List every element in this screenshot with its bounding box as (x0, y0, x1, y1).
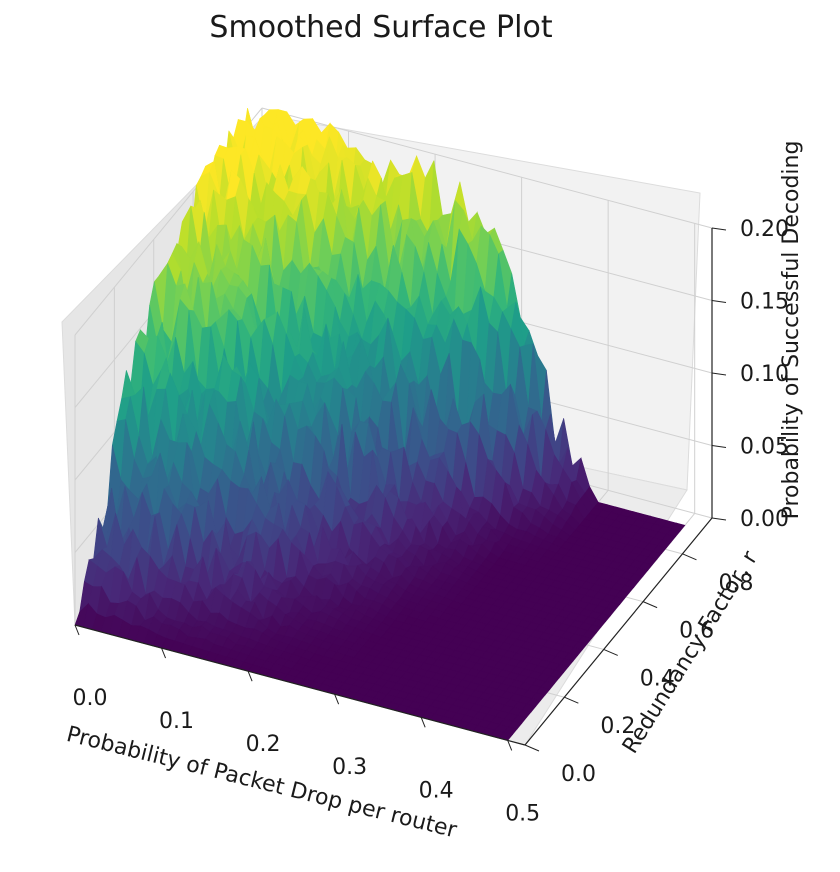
z-tick-label: 0.00 (740, 507, 789, 532)
y-tick (603, 648, 618, 656)
x-tick-label: 0.0 (73, 686, 108, 711)
z-tick-label: 0.20 (740, 217, 789, 242)
z-tick (711, 445, 727, 448)
x-tick-label: 0.2 (246, 732, 281, 757)
z-tick-label: 0.05 (740, 435, 789, 460)
z-axis-label: Probability of Successful Decoding (779, 141, 804, 520)
x-tick (74, 624, 80, 636)
y-tick-label: 0.4 (640, 666, 675, 691)
x-tick (507, 740, 513, 751)
x-tick-label: 0.5 (505, 801, 540, 826)
x-tick (334, 694, 340, 705)
z-tick-label: 0.10 (740, 362, 789, 387)
y-tick-label: 0.8 (718, 571, 753, 596)
y-tick (642, 601, 658, 609)
y-tick (524, 744, 540, 752)
x-tick (161, 647, 167, 659)
x-tick (420, 717, 426, 728)
x-tick-label: 0.4 (419, 778, 454, 803)
x-axis-line (74, 624, 526, 746)
surface (74, 108, 686, 741)
z-tick (711, 300, 727, 303)
y-tick-label: 0.2 (600, 714, 635, 739)
z-tick-label: 0.15 (740, 290, 789, 315)
y-tick (564, 696, 579, 704)
y-tick-label: 0.6 (679, 619, 714, 644)
z-tick (711, 517, 727, 521)
x-tick (247, 670, 253, 682)
grid-line (261, 107, 713, 229)
z-tick (711, 372, 727, 376)
axes: 0.00.10.20.30.40.50.00.20.40.60.80.000.0… (73, 217, 789, 826)
z-tick (711, 227, 727, 231)
x-tick-label: 0.1 (159, 709, 194, 734)
chart-title: Smoothed Surface Plot (209, 10, 552, 45)
y-axis-line (524, 517, 713, 746)
x-tick-label: 0.3 (332, 755, 367, 780)
y-tick (682, 553, 697, 561)
y-tick-label: 0.0 (561, 762, 596, 787)
